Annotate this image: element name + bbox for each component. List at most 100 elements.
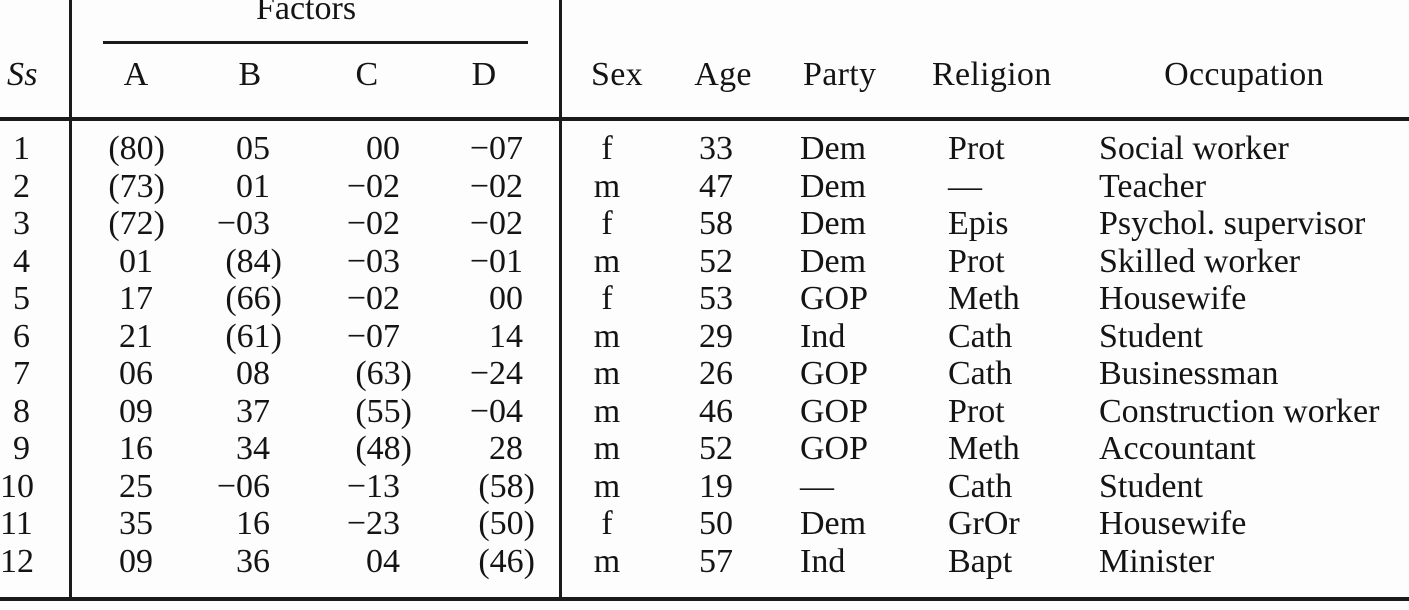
- factor-c-cell: −02: [346, 205, 400, 242]
- religion-cell: Meth: [948, 280, 1020, 317]
- factor-a-cell: (80): [108, 130, 165, 167]
- sex-column-header: Sex: [591, 56, 643, 93]
- party-cell: Dem: [800, 242, 867, 280]
- religion-cell: Prot: [948, 130, 1005, 167]
- factor-c-cell: (63): [355, 355, 412, 392]
- party-cell: —: [800, 467, 834, 505]
- factor-d-cell: 14: [489, 317, 523, 355]
- factor-c-column-header: C: [355, 56, 379, 93]
- party-cell: Dem: [800, 130, 867, 167]
- factor-d-cell: 28: [489, 430, 523, 467]
- sex-cell: f: [601, 205, 613, 242]
- ss-cell: 8: [13, 392, 30, 430]
- factor-c-cell: 04: [366, 542, 400, 580]
- sex-cell: m: [593, 242, 621, 280]
- occupation-cell: Housewife: [1099, 505, 1247, 542]
- factor-a-cell: 09: [119, 392, 153, 430]
- factor-d-cell: −02: [469, 167, 523, 205]
- factor-a-cell: 17: [119, 280, 153, 317]
- religion-cell: GrOr: [948, 505, 1020, 542]
- religion-cell: Epis: [948, 205, 1009, 242]
- factor-c-cell: (48): [355, 430, 412, 467]
- factor-c-cell: −13: [346, 467, 400, 505]
- occupation-cell: Teacher: [1099, 167, 1207, 205]
- ss-cell: 11: [0, 505, 33, 542]
- table-body: 1 (80) 05 00 −07 f 33 Dem Prot Social wo…: [0, 130, 1409, 580]
- factor-c-cell: −23: [346, 505, 400, 542]
- factor-d-cell: −02: [469, 205, 523, 242]
- factor-b-cell: (61): [225, 317, 282, 355]
- factors-underline: [103, 41, 528, 44]
- ss-section-divider: [69, 0, 72, 601]
- occupation-cell: Psychol. supervisor: [1099, 205, 1366, 242]
- sex-cell: m: [593, 355, 621, 392]
- factor-a-cell: 09: [119, 542, 153, 580]
- table-row: 3 (72) −03 −02 −02 f 58 Dem Epis Psychol…: [0, 205, 1409, 243]
- factor-b-cell: 08: [236, 355, 270, 392]
- religion-cell: Bapt: [948, 542, 1013, 580]
- sex-cell: m: [593, 430, 621, 467]
- factor-b-cell: 36: [236, 542, 270, 580]
- age-cell: 58: [699, 205, 733, 242]
- factor-a-cell: 25: [119, 467, 153, 505]
- factor-b-cell: (66): [225, 280, 282, 317]
- party-cell: GOP: [800, 280, 869, 317]
- table-row: 1 (80) 05 00 −07 f 33 Dem Prot Social wo…: [0, 130, 1409, 168]
- party-cell: Dem: [800, 205, 867, 242]
- factor-b-column-header: B: [238, 56, 262, 93]
- factor-d-cell: (50): [478, 505, 535, 542]
- occupation-column-header: Occupation: [1164, 56, 1324, 93]
- table-row: 5 17 (66) −02 00 f 53 GOP Meth Housewife: [0, 280, 1409, 318]
- factor-d-cell: −07: [469, 130, 523, 167]
- ss-cell: 6: [13, 317, 30, 355]
- factors-group-header: Factors: [255, 0, 357, 27]
- religion-cell: Prot: [948, 392, 1005, 430]
- occupation-cell: Social worker: [1099, 130, 1289, 167]
- age-cell: 52: [699, 430, 733, 467]
- age-cell: 57: [699, 542, 733, 580]
- factor-d-cell: (58): [478, 467, 535, 505]
- occupation-cell: Student: [1099, 467, 1203, 505]
- age-cell: 29: [699, 317, 733, 355]
- age-cell: 50: [699, 505, 733, 542]
- age-cell: 19: [699, 467, 733, 505]
- ss-cell: 5: [13, 280, 30, 317]
- table-row: 8 09 37 (55) −04 m 46 GOP Prot Construct…: [0, 393, 1409, 431]
- table-row: 10 25 −06 −13 (58) m 19 — Cath Student: [0, 468, 1409, 506]
- factor-c-cell: −03: [346, 242, 400, 280]
- party-column-header: Party: [803, 56, 877, 93]
- age-cell: 52: [699, 242, 733, 280]
- table-row: 7 06 08 (63) −24 m 26 GOP Cath Businessm…: [0, 355, 1409, 393]
- party-cell: Dem: [800, 167, 867, 205]
- religion-cell: Cath: [948, 467, 1013, 505]
- party-cell: GOP: [800, 392, 869, 430]
- age-cell: 26: [699, 355, 733, 392]
- factors-section-divider: [559, 0, 562, 601]
- occupation-cell: Accountant: [1099, 430, 1256, 467]
- ss-column-header: Ss: [7, 56, 38, 93]
- occupation-cell: Construction worker: [1099, 392, 1380, 430]
- factor-a-cell: 16: [119, 430, 153, 467]
- ss-cell: 3: [13, 205, 30, 242]
- occupation-cell: Student: [1099, 317, 1203, 355]
- sex-cell: m: [593, 542, 621, 580]
- party-cell: GOP: [800, 430, 869, 467]
- party-cell: Dem: [800, 505, 867, 542]
- factor-a-cell: (73): [108, 167, 165, 205]
- factor-b-cell: −03: [216, 205, 270, 242]
- factor-b-cell: 05: [236, 130, 270, 167]
- factor-d-cell: −24: [469, 355, 523, 392]
- factor-d-cell: 00: [489, 280, 523, 317]
- age-cell: 53: [699, 280, 733, 317]
- table-row: 4 01 (84) −03 −01 m 52 Dem Prot Skilled …: [0, 243, 1409, 281]
- table-row: 11 35 16 −23 (50) f 50 Dem GrOr Housewif…: [0, 505, 1409, 543]
- ss-cell: 4: [13, 242, 30, 280]
- religion-cell: Meth: [948, 430, 1020, 467]
- party-cell: Ind: [800, 542, 846, 580]
- factor-b-cell: 16: [236, 505, 270, 542]
- religion-cell: Cath: [948, 317, 1013, 355]
- sex-cell: m: [593, 467, 621, 505]
- factor-c-cell: −02: [346, 280, 400, 317]
- sex-cell: f: [601, 130, 613, 167]
- occupation-cell: Minister: [1099, 542, 1215, 580]
